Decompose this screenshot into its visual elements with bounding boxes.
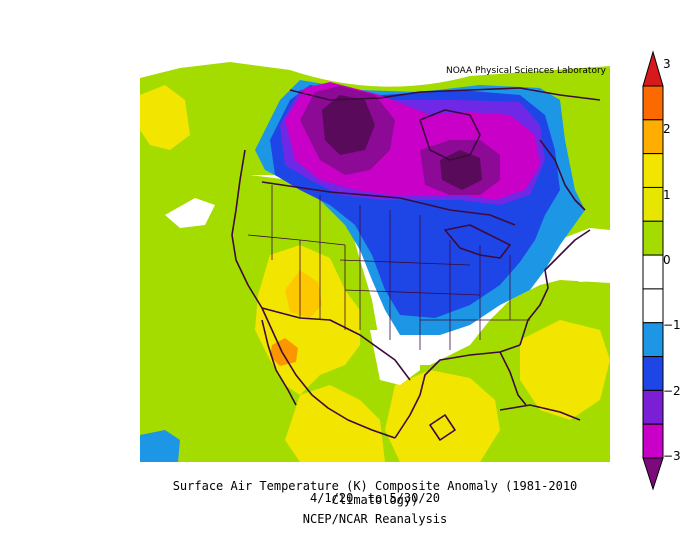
colorbar-tick-label: −2	[663, 383, 681, 398]
hudson-bay	[419, 109, 481, 161]
cold-patch-pacific-south	[140, 430, 180, 462]
coastline-east	[519, 229, 591, 346]
colorbar-segment	[642, 220, 664, 256]
coastline-gulf	[394, 344, 521, 439]
coastline-west	[231, 149, 396, 439]
colorbar-segment	[642, 288, 664, 324]
neutral-area-pacific	[165, 198, 215, 228]
colorbar-segments	[642, 85, 664, 459]
colorbar-tick-label: 1	[663, 187, 671, 202]
canada-us-border	[261, 181, 516, 226]
colorbar-segment	[642, 153, 664, 188]
colorbar-top-arrow	[642, 50, 664, 87]
atlantic-canada	[539, 139, 586, 211]
date-range: 4/1/20 to 5/30/20	[309, 491, 441, 505]
state-lines-east	[420, 240, 530, 350]
baja-peninsula	[261, 319, 297, 406]
great-lakes	[444, 224, 511, 259]
colorbar-tick-label: 0	[663, 253, 671, 267]
colorbar-segment	[642, 356, 664, 391]
warm-patch-pacific-north	[140, 85, 190, 150]
map-title: Surface Air Temperature (K) Composite An…	[172, 479, 578, 507]
colorbar-segment	[642, 186, 664, 222]
cuba	[499, 404, 581, 421]
cold-area-neg3	[322, 95, 375, 155]
colorbar-tick-label: 3	[663, 57, 671, 71]
colorbar-segment	[642, 254, 664, 290]
data-source: NCEP/NCAR Reanalysis	[302, 512, 448, 526]
coastline-florida	[499, 351, 527, 406]
colorbar-segment	[642, 322, 664, 358]
yucatan	[429, 414, 456, 441]
colorbar-segment	[642, 85, 664, 121]
colorbar-segment	[642, 423, 664, 459]
arctic-coast	[289, 87, 601, 101]
colorbar-bottom-arrow	[642, 457, 664, 491]
state-lines-central	[339, 205, 481, 350]
warm-patch-mexico-south	[285, 385, 385, 462]
colorbar-tick-label: −3	[663, 449, 681, 463]
colorbar-segment	[642, 389, 664, 425]
neutral-area-gulf	[370, 330, 420, 385]
warm-patch-atlantic	[520, 320, 610, 420]
colorbar-tick-label: 2	[663, 122, 671, 137]
colorbar-segment	[642, 119, 664, 155]
colorbar-tick-label: −1	[663, 318, 681, 333]
credit-label: NOAA Physical Sciences Laboratory	[445, 66, 606, 76]
state-lines-west	[247, 185, 346, 330]
colorbar	[642, 50, 664, 491]
hot-patch-mexico	[270, 338, 298, 366]
hot-patch-arizona	[285, 270, 322, 318]
